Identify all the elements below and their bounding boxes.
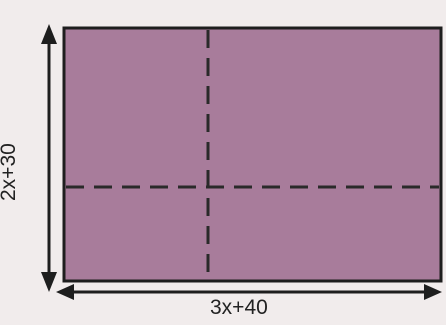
height-arrow [41, 24, 57, 292]
width-label: 3x+40 [210, 296, 268, 319]
height-label: 2x+30 [0, 143, 20, 201]
width-arrow [56, 284, 442, 300]
rectangle [62, 26, 443, 283]
